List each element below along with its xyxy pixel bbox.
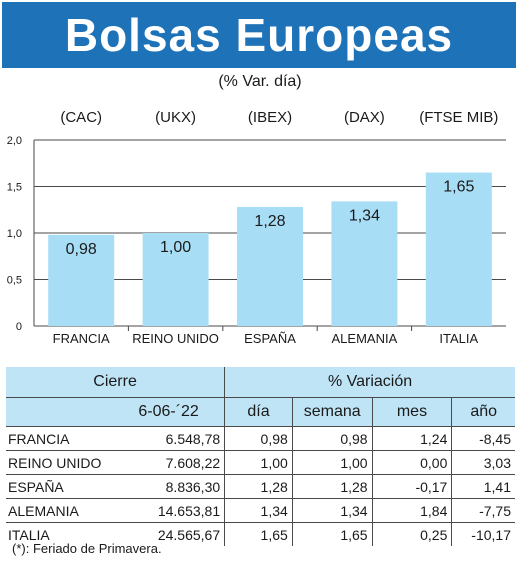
row-semana: 1,34 (291, 498, 373, 523)
footnote: (*): Feriado de Primavera. (12, 541, 162, 556)
row-cierre: 7.608,22 (113, 450, 225, 475)
row-name: REINO UNIDO (6, 450, 114, 475)
row-semana: 1,28 (291, 474, 373, 499)
y-tick-label: 0 (16, 321, 22, 333)
table-header-row-2: 6-06-´22 día semana mes año (6, 397, 515, 427)
header-date: 6-06-´22 (113, 397, 225, 427)
data-table-wrapper: Cierre % Variación 6-06-´22 día semana m… (6, 367, 515, 546)
index-label: (DAX) (344, 109, 385, 126)
x-tick-label: ALEMANIA (332, 331, 398, 346)
y-tick-label: 0,5 (7, 275, 22, 287)
header-ano: año (451, 397, 515, 427)
row-cierre: 14.653,81 (113, 498, 225, 523)
index-label: (UKX) (155, 109, 196, 126)
row-cierre: 24.565,67 (113, 522, 225, 546)
x-tick-label: FRANCIA (53, 331, 110, 346)
row-mes: 1,24 (371, 426, 452, 451)
index-label: (IBEX) (248, 109, 292, 126)
header-semana: semana (291, 397, 373, 427)
row-mes: 0,00 (371, 450, 452, 475)
title-banner: Bolsas Europeas (2, 2, 516, 68)
bar-value-label: 1,34 (349, 207, 380, 224)
row-ano: -10,17 (451, 522, 515, 546)
row-mes: -0,17 (371, 474, 452, 499)
table-row: ALEMANIA 14.653,81 1,34 1,34 1,84 -7,75 (6, 498, 515, 523)
bar-value-label: 1,00 (160, 239, 191, 256)
x-tick-label: ITALIA (439, 331, 478, 346)
data-table: Cierre % Variación 6-06-´22 día semana m… (6, 367, 515, 546)
page-title: Bolsas Europeas (64, 9, 454, 61)
index-label: (FTSE MIB) (419, 109, 498, 126)
row-cierre: 6.548,78 (113, 426, 225, 451)
bar-chart: 0 0,5 1,0 1,5 2,0 0,98 FRANCIA (CAC) 1,00 REINO U… (7, 109, 506, 346)
y-tick-label: 1,5 (7, 182, 22, 194)
bar (237, 206, 303, 326)
row-dia: 1,34 (224, 498, 293, 523)
row-semana: 0,98 (291, 426, 373, 451)
header-cierre: Cierre (6, 367, 225, 398)
row-name: FRANCIA (6, 426, 114, 451)
table-row: REINO UNIDO 7.608,22 1,00 1,00 0,00 3,03 (6, 450, 515, 475)
y-tick-label: 2,0 (7, 135, 22, 147)
bar (48, 234, 115, 326)
row-name: ESPAÑA (6, 474, 114, 499)
bar-value-label: 1,65 (443, 179, 474, 196)
row-ano: 1,41 (451, 474, 515, 499)
row-dia: 1,00 (224, 450, 293, 475)
row-ano: -8,45 (451, 426, 515, 451)
y-tick-label: 1,0 (7, 228, 22, 240)
x-tick-label: ESPAÑA (244, 331, 296, 346)
bar (425, 172, 492, 326)
bar (331, 201, 398, 326)
table-row: ITALIA 24.565,67 1,65 1,65 0,25 -10,17 (6, 522, 515, 546)
row-dia: 1,28 (224, 474, 293, 499)
header-mes: mes (371, 397, 452, 427)
table-header-row-1: Cierre % Variación (6, 367, 515, 398)
bar-value-label: 1,28 (254, 213, 285, 230)
x-tick-label: REINO UNIDO (132, 331, 219, 346)
row-dia: 1,65 (224, 522, 293, 546)
bar (142, 233, 209, 326)
header-dia: día (224, 397, 293, 427)
row-name: ALEMANIA (6, 498, 114, 523)
row-mes: 1,84 (371, 498, 452, 523)
bar-value-label: 0,98 (66, 241, 97, 258)
row-dia: 0,98 (224, 426, 293, 451)
header-variacion: % Variación (224, 367, 515, 398)
table-row: FRANCIA 6.548,78 0,98 0,98 1,24 -8,45 (6, 426, 515, 451)
row-cierre: 8.836,30 (113, 474, 225, 499)
row-semana: 1,00 (291, 450, 373, 475)
row-semana: 1,65 (291, 522, 373, 546)
row-mes: 0,25 (371, 522, 452, 546)
index-label: (CAC) (60, 109, 102, 126)
row-ano: -7,75 (451, 498, 515, 523)
table-row: ESPAÑA 8.836,30 1,28 1,28 -0,17 1,41 (6, 474, 515, 499)
row-ano: 3,03 (451, 450, 515, 475)
chart-subtitle: (% Var. día) (218, 73, 302, 90)
row-name: ITALIA (6, 522, 114, 546)
